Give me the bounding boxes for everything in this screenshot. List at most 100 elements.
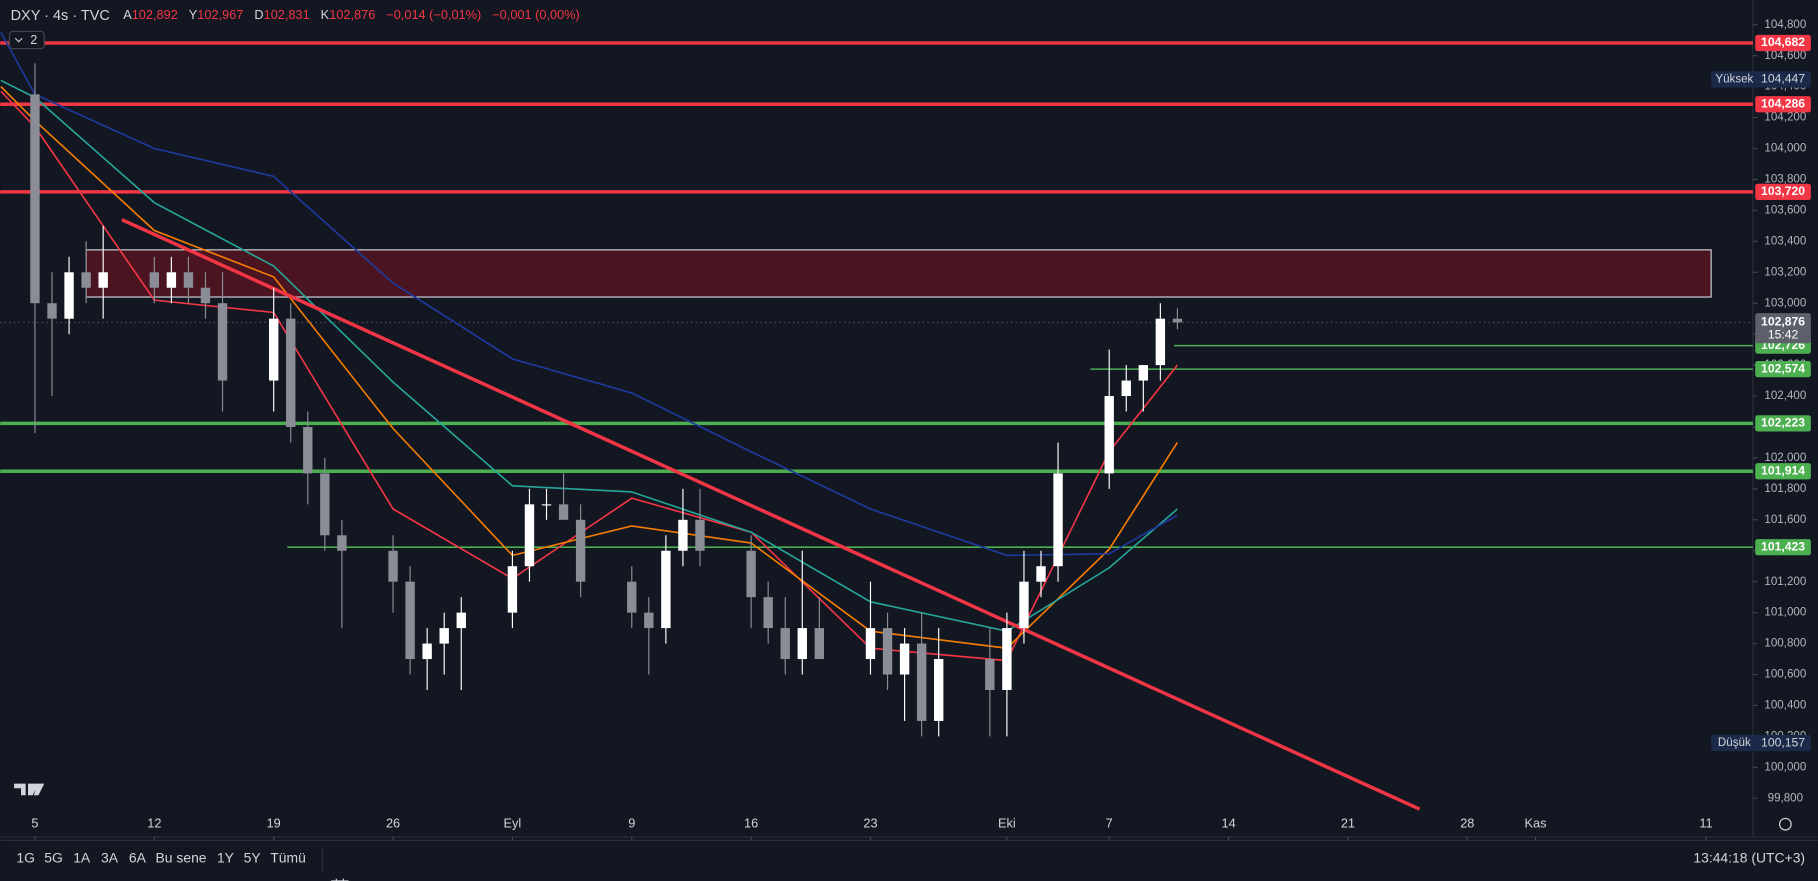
candle-body (149, 272, 160, 288)
marker-name: Yüksek (1715, 73, 1753, 85)
high-key: Y (189, 8, 198, 23)
settings-icon[interactable] (1778, 817, 1792, 831)
level-label-box (1755, 539, 1811, 556)
y-tick-label: 102,000 (1764, 452, 1806, 464)
candle-body (1121, 380, 1131, 397)
candle-body (627, 581, 637, 613)
candle-body (320, 473, 330, 536)
candle-body (524, 504, 535, 567)
y-tick-label: 101,200 (1764, 576, 1806, 588)
y-tick-label: 102,400 (1764, 390, 1806, 402)
y-tick-label: 103,600 (1764, 204, 1806, 216)
x-tick-label: 7 (1106, 816, 1113, 831)
chevron-icon (14, 37, 23, 43)
last-price-box (1755, 313, 1811, 344)
candle-body (934, 659, 944, 721)
candle-body (64, 272, 74, 319)
marker-value: 100,157 (1761, 735, 1805, 749)
candle-body (422, 643, 432, 660)
indicator-count: 2 (30, 32, 37, 47)
x-tick-label: 19 (267, 816, 281, 831)
candle-body (405, 581, 415, 660)
candle-body (1104, 396, 1114, 474)
y-tick-label: 104,600 (1764, 50, 1806, 62)
marker-value-box (1755, 734, 1811, 752)
y-tick-label: 104,800 (1764, 19, 1806, 31)
range-button[interactable]: 6A (129, 850, 147, 866)
candle-body (1002, 628, 1012, 690)
symbol: DXY · 4s · TVC (11, 8, 110, 24)
x-tick-label: 5 (31, 816, 38, 831)
candle-body (81, 272, 91, 288)
range-button[interactable]: 5Y (244, 850, 261, 866)
level-label: 104,682 (1761, 35, 1805, 49)
x-tick-label: 16 (744, 816, 758, 831)
indicator-toggle[interactable] (8, 30, 45, 50)
marker-name: Düşük (1718, 737, 1751, 749)
candle-body (200, 287, 211, 304)
level-label-box (1755, 415, 1811, 432)
y-tick-label: 101,800 (1764, 483, 1806, 495)
x-tick-label: 26 (386, 816, 400, 831)
candle-body (558, 504, 569, 520)
level-label: 101,423 (1761, 539, 1805, 553)
candle-body (746, 550, 756, 598)
clock: 13:44:18 (UTC+3) (1693, 850, 1805, 866)
candle-body (268, 318, 279, 381)
candle-body (899, 643, 910, 675)
range-button[interactable]: Tümü (270, 850, 306, 866)
level-label: 102,574 (1761, 361, 1805, 375)
candle-body (183, 272, 194, 288)
candle-body (1172, 318, 1183, 323)
range-button[interactable]: 1A (73, 850, 91, 866)
open-key: A (123, 8, 132, 23)
level-label-box (1755, 34, 1811, 52)
change: −0,014 (−0,01%) (386, 8, 481, 23)
level-label-box (1755, 96, 1811, 113)
candle-body (780, 628, 790, 660)
candle-body (303, 426, 313, 474)
y-tick-label: 100,400 (1764, 700, 1806, 712)
toolbar: 1G 5G 1A 3A 6A Bu sene 1Y 5Y Tümü (16, 850, 305, 866)
y-tick-label: 99,800 (1768, 792, 1803, 804)
range-button[interactable]: 5G (44, 850, 63, 866)
y-tick-label: 103,000 (1764, 297, 1806, 309)
candle-body (882, 628, 893, 675)
resistance-zone (85, 249, 1712, 298)
y-tick-label: 101,000 (1764, 607, 1806, 619)
low: 102,831 (264, 8, 310, 23)
x-tick-label: 9 (628, 816, 635, 831)
close-key: K (321, 8, 330, 23)
y-tick-label: 103,200 (1764, 266, 1806, 278)
range-button[interactable]: Bu sene (156, 850, 207, 866)
candle-body (388, 550, 398, 582)
level-label: 101,914 (1761, 463, 1805, 477)
range-button[interactable]: 3A (101, 850, 119, 866)
candle-body (575, 519, 586, 582)
y-tick-label: 104,200 (1764, 112, 1806, 124)
marker-value: 104,447 (1761, 72, 1805, 86)
level-label: 103,720 (1761, 184, 1805, 198)
candle-body (166, 272, 177, 288)
candle-body (916, 643, 927, 721)
low-key: D (254, 8, 263, 23)
level-label-box (1755, 463, 1811, 480)
y-tick-label: 103,800 (1764, 174, 1806, 186)
candle-body (695, 519, 705, 551)
y-tick-label: 100,000 (1764, 761, 1806, 773)
candle-body (541, 504, 552, 506)
range-button[interactable]: 1G (16, 850, 35, 866)
tv-logo (14, 783, 45, 796)
plot (0, 32, 1753, 811)
range-button[interactable]: 1Y (217, 850, 234, 866)
y-tick-label: 103,400 (1764, 235, 1806, 247)
y-tick-label: 100,800 (1764, 638, 1806, 650)
x-tick-label: 23 (863, 816, 877, 831)
logo-shape (14, 783, 45, 796)
candle-body (661, 550, 671, 629)
candle-body (47, 303, 57, 319)
candle-body (1036, 566, 1046, 582)
candle-body (797, 628, 807, 660)
candle-body (456, 612, 466, 629)
